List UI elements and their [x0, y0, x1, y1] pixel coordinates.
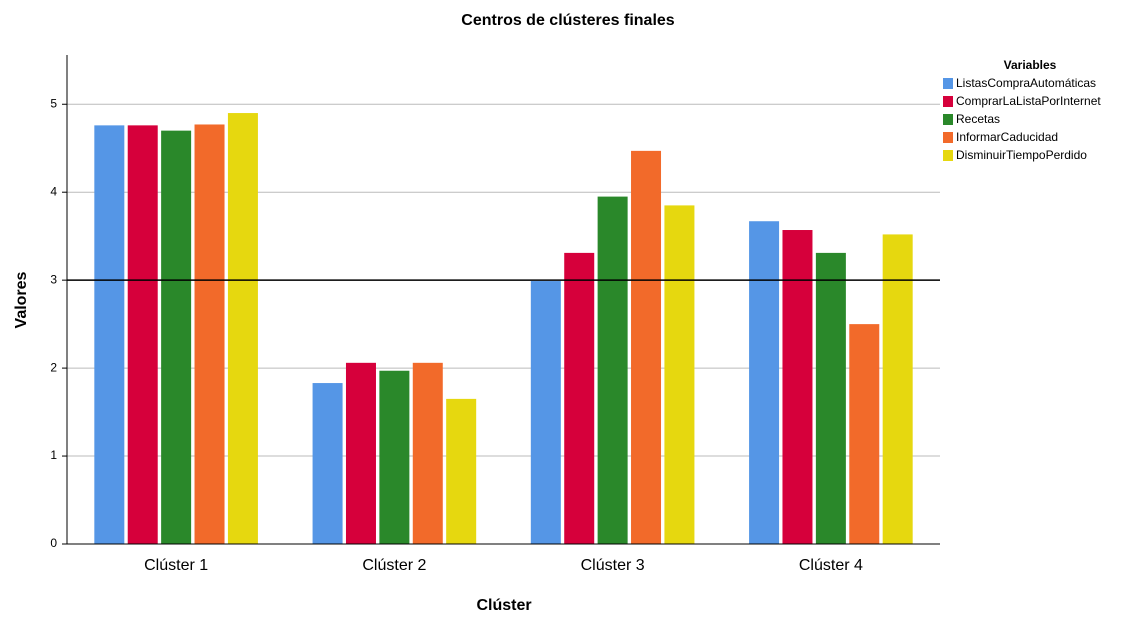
- y-tick-label: 0: [50, 536, 57, 550]
- legend-swatch: [943, 78, 953, 89]
- x-axis-title: Clúster: [476, 597, 531, 614]
- y-tick-label: 1: [50, 448, 57, 462]
- bar: [530, 281, 561, 544]
- bar: [849, 324, 880, 544]
- bar: [882, 234, 913, 544]
- legend-label: InformarCaducidad: [956, 130, 1058, 144]
- y-tick-label: 5: [50, 96, 57, 110]
- legend-title: Variables: [1004, 58, 1057, 72]
- legend-label: ComprarLaListaPorInternet: [956, 94, 1101, 108]
- bar: [94, 125, 125, 544]
- bar: [631, 150, 662, 544]
- bar: [597, 196, 628, 544]
- bar: [815, 252, 846, 544]
- bar: [782, 230, 813, 545]
- y-tick-label: 3: [50, 272, 57, 286]
- bar: [446, 398, 477, 544]
- legend-label: DisminuirTiempoPerdido: [956, 148, 1087, 162]
- bar: [345, 362, 376, 544]
- legend-swatch: [943, 114, 953, 125]
- bar: [664, 205, 695, 544]
- bar: [194, 124, 225, 544]
- x-tick-label: Clúster 2: [362, 557, 426, 574]
- y-tick-label: 4: [50, 184, 57, 198]
- legend-swatch: [943, 96, 953, 107]
- x-tick-label: Clúster 3: [581, 557, 645, 574]
- bar: [749, 221, 780, 544]
- bar: [227, 113, 258, 545]
- chart-title: Centros de clústeres finales: [461, 12, 675, 29]
- x-tick-label: Clúster 1: [144, 557, 208, 574]
- bar: [127, 125, 158, 544]
- x-tick-label: Clúster 4: [799, 557, 863, 574]
- bar: [312, 383, 343, 544]
- legend-swatch: [943, 150, 953, 161]
- bar: [379, 370, 410, 544]
- y-axis-title: Valores: [13, 271, 30, 328]
- legend-swatch: [943, 132, 953, 143]
- legend-label: ListasCompraAutomáticas: [956, 76, 1096, 90]
- bar: [412, 362, 443, 544]
- bar: [161, 130, 192, 544]
- bar: [564, 252, 595, 544]
- legend-label: Recetas: [956, 112, 1000, 126]
- y-tick-label: 2: [50, 360, 57, 374]
